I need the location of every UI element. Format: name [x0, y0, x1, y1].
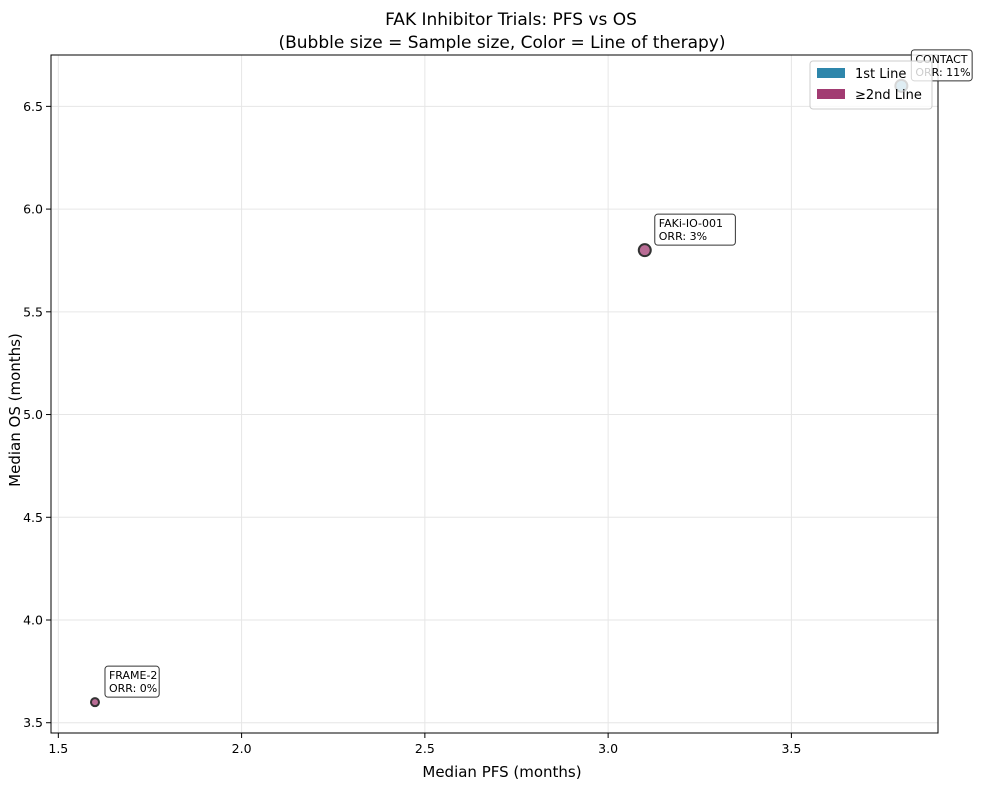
legend: 1st Line ≥2nd Line — [809, 60, 933, 110]
legend-label-1st-line: 1st Line — [855, 67, 906, 82]
annotation-box — [104, 665, 160, 698]
annotation-box — [654, 213, 736, 246]
y-tick-label: 3.5 — [23, 715, 43, 730]
x-tick-label: 3.0 — [598, 741, 618, 756]
data-point-frame-2 — [89, 697, 100, 708]
x-tick-label: 1.5 — [48, 741, 68, 756]
y-tick-label: 5.0 — [23, 407, 43, 422]
annotation-text: ORR: 3% — [659, 230, 707, 243]
legend-label-2nd-line: ≥2nd Line — [855, 88, 922, 103]
x-tick-label: 2.5 — [415, 741, 435, 756]
chart-subtitle: (Bubble size = Sample size, Color = Line… — [278, 33, 725, 53]
x-axis-label: Median PFS (months) — [422, 763, 581, 781]
data-point-faki-io-001 — [637, 243, 652, 258]
annotation-text: FAKi-IO-001 — [659, 217, 723, 230]
y-tick-label: 4.0 — [23, 613, 43, 628]
legend-swatch-2nd-line — [817, 89, 845, 99]
y-tick-label: 4.5 — [23, 510, 43, 525]
y-tick-label: 5.5 — [23, 304, 43, 319]
y-axis-label: Median OS (months) — [6, 333, 24, 487]
legend-swatch-1st-line — [817, 68, 845, 78]
y-tick-label: 6.5 — [23, 99, 43, 114]
annotation-text: FRAME-2 — [109, 669, 157, 682]
chart-title: FAK Inhibitor Trials: PFS vs OS — [385, 10, 637, 30]
data-points — [89, 78, 909, 708]
axis-ticks: 1.5 2.0 2.5 3.0 3.5 3.5 4.0 4.5 5.0 5.5 6.0 6.5 — [23, 99, 801, 756]
x-tick-label: 2.0 — [232, 741, 252, 756]
annotation-text: ORR: 0% — [109, 682, 157, 695]
x-tick-label: 3.5 — [781, 741, 801, 756]
y-tick-label: 6.0 — [23, 202, 43, 217]
grid — [51, 55, 938, 733]
plot-frame — [50, 54, 939, 734]
